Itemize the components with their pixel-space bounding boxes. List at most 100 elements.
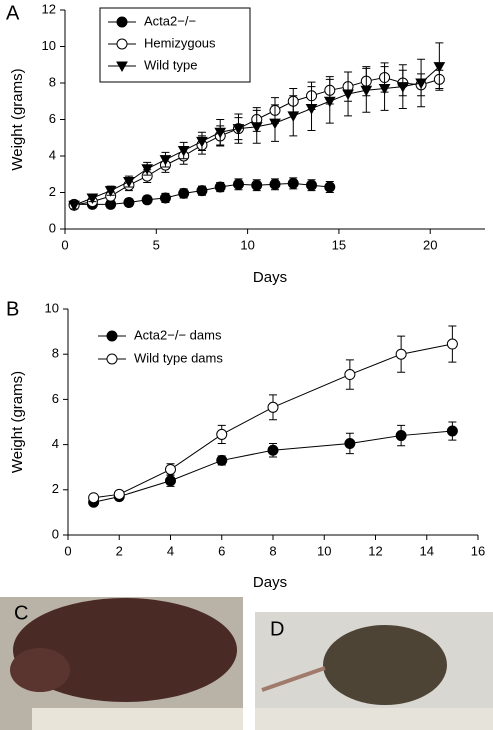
marker xyxy=(214,127,227,139)
y-tick-label: 2 xyxy=(49,184,56,199)
y-tick-label: 12 xyxy=(42,1,56,16)
marker xyxy=(433,62,446,73)
marker xyxy=(123,197,135,209)
marker xyxy=(269,178,281,190)
legend-label: Hemizygous xyxy=(144,35,216,50)
legend-label: Acta2−/− dams xyxy=(134,327,222,342)
x-tick-label: 5 xyxy=(153,237,160,252)
x-tick-label: 2 xyxy=(116,543,123,558)
marker xyxy=(323,96,336,108)
legend-marker xyxy=(106,330,118,342)
marker xyxy=(196,136,208,148)
marker xyxy=(177,146,190,157)
marker xyxy=(214,181,226,193)
y-tick-label: 10 xyxy=(42,38,56,53)
y-tick-label: 4 xyxy=(49,147,56,162)
marker xyxy=(178,187,190,199)
x-tick-label: 16 xyxy=(471,543,485,558)
marker xyxy=(267,401,279,413)
marker xyxy=(216,454,228,466)
y-tick-label: 8 xyxy=(52,346,59,361)
marker xyxy=(159,155,172,166)
x-tick-label: 15 xyxy=(332,237,346,252)
legend-marker xyxy=(106,353,118,365)
y-tick-label: 8 xyxy=(49,74,56,89)
x-tick-label: 0 xyxy=(61,237,68,252)
mouse-tail xyxy=(261,666,326,692)
legend-marker xyxy=(116,61,128,73)
x-tick-label: 12 xyxy=(368,543,382,558)
mouse xyxy=(13,598,237,702)
x-tick-label: 10 xyxy=(240,237,254,252)
marker xyxy=(287,111,300,122)
x-tick-label: 4 xyxy=(167,543,174,558)
panel-label: A xyxy=(6,2,20,24)
y-tick-label: 4 xyxy=(52,436,59,451)
marker xyxy=(251,179,263,191)
x-tick-label: 10 xyxy=(317,543,331,558)
marker xyxy=(287,177,299,189)
legend-marker xyxy=(116,16,128,28)
marker xyxy=(141,194,153,206)
photo-d xyxy=(255,612,493,730)
marker xyxy=(360,85,373,97)
mouse xyxy=(323,625,447,705)
marker xyxy=(395,348,407,360)
ruler xyxy=(32,708,243,730)
marker xyxy=(395,430,407,442)
y-tick-label: 2 xyxy=(52,481,59,496)
panel-label: B xyxy=(6,298,19,320)
marker xyxy=(104,186,117,197)
marker xyxy=(232,178,244,190)
x-tick-label: 6 xyxy=(218,543,225,558)
marker xyxy=(446,425,458,437)
marker xyxy=(68,200,80,212)
panel-label: C xyxy=(14,602,28,624)
y-tick-label: 0 xyxy=(49,220,56,235)
marker xyxy=(396,82,409,93)
y-axis-label: Weight (grams) xyxy=(9,371,26,473)
y-axis-label: Weight (grams) xyxy=(9,68,26,170)
marker xyxy=(324,181,336,193)
marker xyxy=(165,463,176,475)
y-tick-label: 6 xyxy=(52,391,59,406)
marker xyxy=(88,492,100,504)
marker xyxy=(342,89,354,100)
photo-c xyxy=(0,597,243,730)
marker xyxy=(232,124,245,135)
marker xyxy=(344,369,356,381)
marker xyxy=(216,428,228,440)
x-tick-label: 8 xyxy=(269,543,276,558)
x-tick-label: 0 xyxy=(64,543,71,558)
marker xyxy=(250,122,263,133)
x-axis-label: Days xyxy=(253,574,287,591)
ruler xyxy=(255,708,493,730)
legend-marker xyxy=(116,38,128,50)
legend-label: Wild type dams xyxy=(134,350,223,365)
marker xyxy=(415,78,427,90)
marker xyxy=(159,192,171,204)
y-tick-label: 6 xyxy=(49,111,56,126)
marker xyxy=(306,179,318,191)
y-tick-label: 10 xyxy=(45,300,59,315)
marker xyxy=(267,444,279,456)
marker xyxy=(86,193,99,205)
legend-label: Acta2−/− xyxy=(144,13,196,28)
mouse-leg xyxy=(10,648,70,692)
marker xyxy=(446,338,458,350)
legend-label: Wild type xyxy=(144,57,197,72)
marker xyxy=(123,177,135,188)
marker xyxy=(165,475,176,487)
marker xyxy=(344,437,356,449)
series-line xyxy=(93,430,453,503)
marker xyxy=(378,83,391,95)
panel-label: D xyxy=(270,618,284,640)
x-tick-label: 14 xyxy=(420,543,434,558)
marker xyxy=(269,118,281,130)
marker xyxy=(113,488,125,500)
series-line xyxy=(93,343,453,499)
marker xyxy=(141,164,154,175)
x-tick-label: 20 xyxy=(423,237,437,252)
